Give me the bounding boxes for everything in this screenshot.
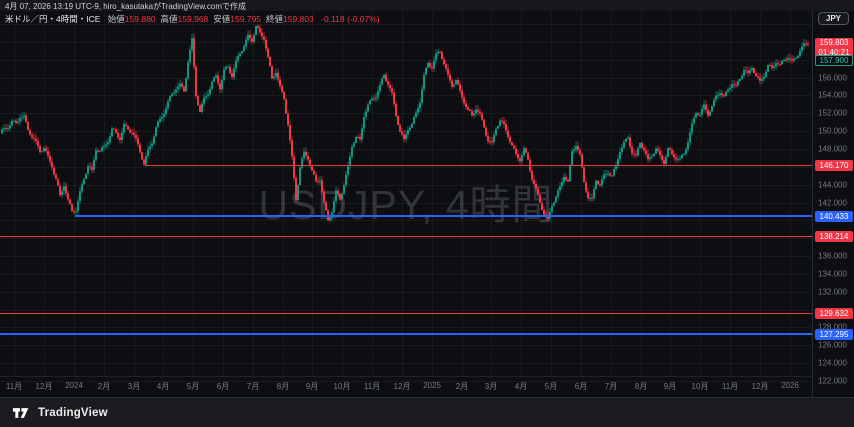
price-axis-label: 148.000 (818, 144, 847, 154)
price-axis-label: 132.000 (818, 287, 847, 297)
ohlc-label: 終値 (266, 14, 284, 24)
time-axis-label: 4月 (156, 382, 170, 391)
time-axis-label: 5月 (186, 382, 200, 391)
time-axis-label: 2024 (65, 381, 83, 390)
price-line-label: 129.632 (815, 307, 853, 319)
tradingview-logo-icon[interactable] (10, 406, 32, 420)
price-axis-label: 136.000 (818, 251, 847, 261)
time-axis-label: 3月 (484, 382, 498, 391)
caption-strip (0, 0, 854, 11)
brand-name[interactable]: TradingView (38, 406, 108, 419)
footer-bar: TradingView (0, 397, 854, 427)
time-axis-label: 2月 (97, 382, 111, 391)
ohlc-label: 安値 (213, 14, 231, 24)
price-axis-label: 124.000 (818, 358, 847, 368)
time-axis-label: 11月 (721, 382, 739, 391)
price-change: -0.118 (-0.07%) (321, 14, 380, 24)
ohlc-value: 159.795 (230, 14, 262, 24)
last-price-value: 159.803 (819, 37, 849, 47)
time-axis-label: 6月 (574, 382, 588, 391)
price-axis[interactable]: 156.000 154.000 152.000 150.000 148.000 144.0… (812, 0, 854, 397)
time-axis-label: 11月 (363, 382, 381, 391)
ohlc-value: 159.968 (177, 14, 209, 24)
time-axis-label: 10月 (691, 382, 709, 391)
horizontal-price-line[interactable] (75, 215, 812, 217)
currency-unit-button[interactable]: JPY (817, 12, 849, 25)
horizontal-price-line[interactable] (0, 236, 812, 237)
price-axis-label: 156.000 (818, 73, 847, 83)
time-axis-label: 8月 (634, 382, 648, 391)
price-axis-label: 126.000 (818, 340, 847, 350)
time-axis-label: 12月 (393, 382, 411, 391)
price-axis-label: 152.000 (818, 108, 847, 118)
price-line-label: 127.295 (815, 328, 853, 340)
horizontal-price-line[interactable] (0, 333, 812, 335)
chart-caption: 4月 07, 2026 13:19 UTC-9, hiro_kasutakaがT… (5, 2, 247, 11)
time-axis-label: 12月 (35, 382, 53, 391)
price-axis-label: 122.000 (818, 376, 847, 386)
symbol-info-row: 米ドル／円・4時間・ICE 始値159.880 高値159.968 安値159.79… (5, 13, 380, 25)
horizontal-price-line[interactable] (0, 313, 812, 314)
time-axis-label: 7月 (246, 382, 260, 391)
ohlc-label: 始値 (107, 14, 125, 24)
bar-countdown: 01:40:21 (818, 47, 850, 57)
horizontal-price-line[interactable] (145, 165, 812, 166)
time-axis-label: 8月 (276, 382, 290, 391)
alert-price-label: 157.900 (815, 55, 853, 67)
price-line-label: 140.433 (815, 210, 853, 222)
price-axis-label: 134.000 (818, 269, 847, 279)
ohlc-label: 高値 (160, 14, 178, 24)
time-axis-label: 6月 (216, 382, 230, 391)
time-axis-label: 2026 (781, 381, 799, 390)
time-axis-label: 7月 (604, 382, 618, 391)
ohlc-value: 159.880 (124, 14, 156, 24)
time-axis-label: 4月 (514, 382, 528, 391)
price-axis-label: 154.000 (818, 90, 847, 100)
chart-pane[interactable]: USDJPY, 4時間 11月12月20242月3月4月5月6月7月8月9月10… (0, 0, 812, 397)
time-axis[interactable]: 11月 12月 2024 2月 3月 4月 5月 6月 7月 8月 9月 10月 11月 12月 2025 2… (0, 376, 812, 397)
time-axis-label: 9月 (305, 382, 319, 391)
time-axis-label: 2月 (455, 382, 469, 391)
ohlc-values: 始値159.880 高値159.968 安値159.795 終値159.803 (103, 14, 314, 24)
time-axis-label: 11月 (5, 382, 23, 391)
time-axis-label: 12月 (751, 382, 769, 391)
price-line-label: 146.170 (815, 159, 853, 171)
price-axis-label: 150.000 (818, 126, 847, 136)
time-axis-label: 5月 (544, 382, 558, 391)
price-axis-label: 144.000 (818, 180, 847, 190)
symbol-description[interactable]: 米ドル／円・4時間・ICE (5, 14, 101, 24)
time-axis-label: 9月 (663, 382, 677, 391)
time-axis-label: 10月 (333, 382, 351, 391)
price-axis-label: 142.000 (818, 198, 847, 207)
candlestick-chart-canvas[interactable] (0, 0, 812, 397)
time-axis-label: 2025 (423, 381, 441, 390)
last-price-label: 159.803 01:40:21 (815, 37, 853, 58)
ohlc-value: 159.803 (283, 14, 314, 24)
price-line-label: 138.214 (815, 230, 853, 242)
time-axis-label: 3月 (127, 382, 141, 391)
price-axis-label: 128.000 (818, 322, 847, 332)
